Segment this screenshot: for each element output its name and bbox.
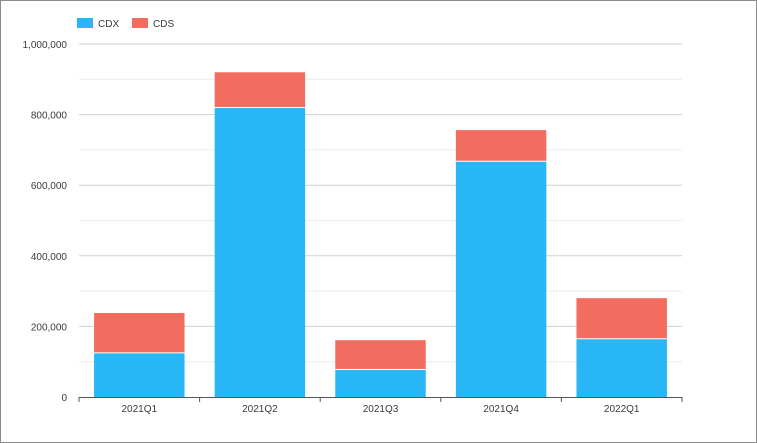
bar-cds-2021q4 [455, 130, 547, 162]
x-tick-label: 2021Q3 [363, 404, 399, 415]
x-tick-label: 2022Q1 [604, 404, 640, 415]
legend-swatch-cds [132, 18, 148, 28]
x-tick-label: 2021Q1 [122, 404, 158, 415]
legend-label-cds: CDS [153, 19, 174, 30]
x-axis: 2021Q1 2021Q2 2021Q3 2021Q4 2022Q1 [78, 397, 683, 415]
bar-cdx-2021q3 [335, 369, 426, 397]
bar-cdx-2021q4 [455, 161, 547, 397]
bar-cdx-2021q1 [94, 352, 185, 397]
bar-cds-2022q1 [576, 298, 667, 339]
bar-cdx-2021q2 [214, 107, 306, 397]
bar-cds-2021q3 [335, 340, 426, 370]
bar-cds-2021q2 [214, 72, 306, 108]
legend: CDX CDS [77, 18, 174, 30]
x-tick-label: 2021Q2 [242, 404, 278, 415]
bar-cdx-2022q1 [576, 338, 667, 397]
y-tick-label: 0 [61, 393, 67, 404]
y-tick-label: 400,000 [31, 252, 68, 263]
y-axis-ticks: 0 200,000 400,000 600,000 800,000 1,000,000 [23, 40, 68, 404]
legend-label-cdx: CDX [98, 19, 119, 30]
bar-cds-2021q1 [94, 312, 185, 353]
bars [94, 72, 667, 397]
y-tick-label: 600,000 [31, 181, 68, 192]
legend-swatch-cdx [77, 18, 93, 28]
y-tick-label: 800,000 [31, 111, 68, 122]
y-tick-label: 200,000 [31, 322, 68, 333]
x-tick-label: 2021Q4 [483, 404, 519, 415]
y-tick-label: 1,000,000 [23, 40, 68, 51]
